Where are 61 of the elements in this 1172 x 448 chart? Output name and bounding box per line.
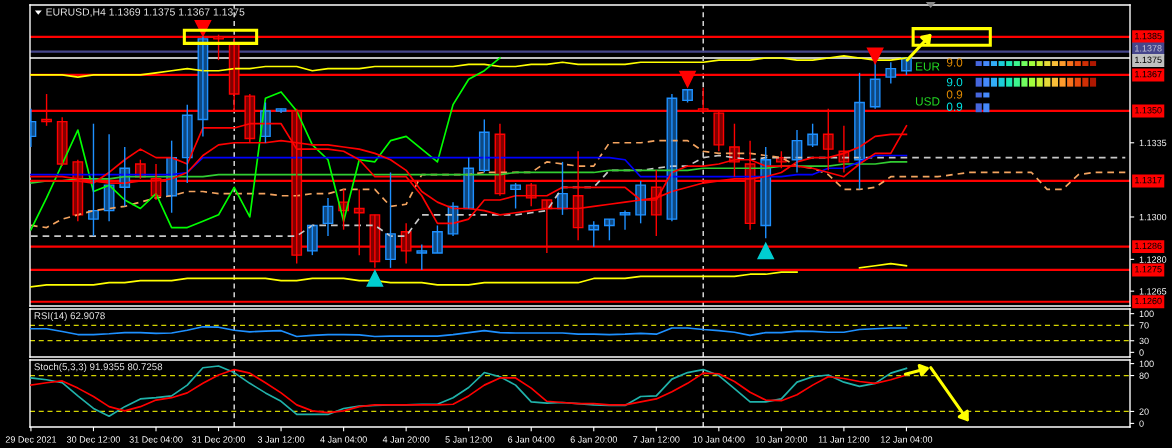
ref-line-label: 1.1385 bbox=[1135, 32, 1162, 40]
candlestick bbox=[306, 224, 318, 256]
annotation: EUR bbox=[916, 62, 940, 71]
y-tick-label: 1.1300 bbox=[1139, 213, 1167, 221]
ref-line-label: 1.1367 bbox=[1135, 70, 1162, 78]
x-tick-label: 6 Jan 04:00 bbox=[508, 436, 555, 443]
y-tick-label: 100 bbox=[1139, 310, 1154, 318]
y-tick-label: 1.1335 bbox=[1139, 139, 1167, 147]
x-tick-label: 10 Jan 04:00 bbox=[693, 436, 745, 443]
x-tick-label: 31 Dec 04:00 bbox=[129, 436, 183, 443]
point bbox=[757, 242, 775, 260]
x-tick-label: 5 Jan 12:00 bbox=[445, 436, 492, 443]
candlestick bbox=[478, 118, 490, 174]
y-tick-label: 30 bbox=[1139, 337, 1149, 345]
y-tick-label: 0 bbox=[1139, 420, 1144, 427]
candlestick bbox=[510, 182, 521, 210]
candlestick bbox=[885, 61, 897, 85]
candlestick bbox=[275, 108, 287, 114]
ref-line-label: 1.1317 bbox=[1135, 176, 1162, 184]
line-series bbox=[30, 57, 501, 231]
ref-line-label: 1.1375 bbox=[1135, 56, 1162, 63]
x-tick-label: 6 Jan 20:00 bbox=[570, 436, 617, 443]
x-tick-label: 4 Jan 20:00 bbox=[382, 436, 430, 443]
candlestick bbox=[385, 171, 396, 269]
candlestick bbox=[604, 218, 615, 241]
point bbox=[679, 70, 696, 88]
y-tick-label: 0 bbox=[1139, 349, 1144, 356]
point bbox=[366, 270, 384, 287]
x-tick-label: 7 Jan 12:00 bbox=[633, 436, 680, 443]
x-tick-label: 3 Jan 12:00 bbox=[257, 436, 305, 443]
chart-title: EURUSD,H4 1.1369 1.1375 1.1367 1.1375 bbox=[46, 8, 245, 17]
ref-line-label: 1.1286 bbox=[1135, 242, 1162, 250]
ref-line-label: 1.1260 bbox=[1135, 297, 1162, 305]
chart-title: Stoch(5,3,3) 91.9355 80.7258 bbox=[34, 363, 163, 373]
x-tick-label: 11 Jan 12:00 bbox=[818, 436, 870, 443]
y-tick-label: 1.1265 bbox=[1139, 288, 1167, 295]
annotation: 9.0 bbox=[946, 78, 963, 87]
x-tick-label: 30 Dec 12:00 bbox=[66, 436, 120, 443]
x-tick-label: 4 Jan 04:00 bbox=[320, 436, 367, 443]
ref-line-label: 1.1275 bbox=[1135, 266, 1162, 273]
ref-line-label: 1.1378 bbox=[1135, 45, 1162, 52]
x-tick-label: 31 Dec 20:00 bbox=[192, 436, 246, 443]
y-tick-label: 100 bbox=[1139, 360, 1154, 367]
candlestick bbox=[807, 123, 819, 148]
annotation: 9.0 bbox=[946, 58, 963, 67]
chart-title: RSI(14) 62.9078 bbox=[34, 312, 105, 322]
candlestick bbox=[432, 224, 443, 254]
annotation: 0.9 bbox=[946, 90, 963, 99]
y-tick-label: 20 bbox=[1139, 408, 1149, 415]
y-tick-label: 70 bbox=[1139, 322, 1149, 329]
point bbox=[866, 47, 884, 65]
y-tick-label: 80 bbox=[1139, 372, 1149, 379]
x-tick-label: 12 Jan 04:00 bbox=[881, 436, 933, 443]
x-tick-label: 10 Jan 20:00 bbox=[755, 436, 808, 443]
annotation: USD bbox=[915, 97, 940, 106]
y-tick-label: 1.1280 bbox=[1139, 256, 1167, 263]
annotation: 0.9 bbox=[946, 102, 963, 111]
ref-line-label: 1.1350 bbox=[1135, 107, 1162, 114]
candlestick bbox=[416, 243, 428, 271]
x-tick-label: 29 Dec 2021 bbox=[5, 436, 57, 443]
line-series bbox=[30, 325, 908, 338]
